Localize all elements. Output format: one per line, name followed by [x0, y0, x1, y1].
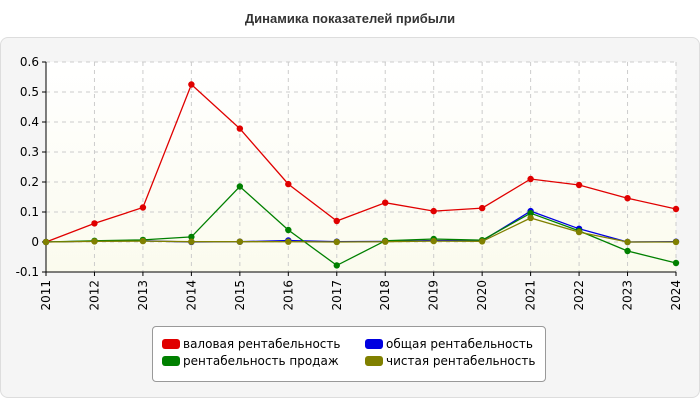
data-point[interactable]: [527, 175, 534, 183]
data-point[interactable]: [236, 183, 244, 190]
legend-swatch-sales: [162, 356, 180, 366]
data-point[interactable]: [188, 238, 195, 245]
data-point[interactable]: [91, 238, 98, 245]
x-tick-label: 2016: [281, 280, 295, 311]
data-point[interactable]: [672, 205, 680, 213]
data-point[interactable]: [236, 238, 244, 245]
data-point[interactable]: [139, 237, 147, 245]
y-tick-label: 0: [31, 235, 39, 249]
legend-item-sales[interactable]: рентабельность продаж: [162, 353, 339, 369]
chart-title: Динамика показателей прибыли: [244, 11, 456, 26]
x-tick-label: 2024: [669, 280, 683, 311]
legend-item-gross[interactable]: валовая рентабельность: [162, 336, 340, 352]
series-line-2: [45, 185, 677, 267]
legend-item-net[interactable]: чистая рентабельность: [365, 353, 535, 369]
data-point[interactable]: [672, 238, 680, 246]
y-tick-label: 0.3: [20, 145, 39, 159]
legend-item-total[interactable]: общая рентабельность: [365, 336, 533, 352]
x-tick-label: 2023: [621, 280, 635, 311]
data-point[interactable]: [333, 262, 340, 269]
data-point[interactable]: [624, 238, 631, 246]
y-tick-label: 0.6: [20, 55, 39, 69]
data-point[interactable]: [139, 204, 147, 211]
x-tick-label: 2020: [475, 280, 489, 311]
data-point[interactable]: [285, 238, 292, 245]
data-point[interactable]: [527, 210, 534, 217]
legend-swatch-gross: [162, 339, 180, 349]
legend-swatch-net: [365, 356, 383, 366]
data-point[interactable]: [285, 180, 292, 188]
legend-label-gross: валовая рентабельность: [183, 337, 341, 351]
x-tick-label: 2011: [39, 280, 53, 311]
data-point[interactable]: [527, 214, 534, 222]
data-point[interactable]: [382, 238, 389, 245]
legend-swatch-total: [365, 339, 383, 349]
data-point[interactable]: [624, 195, 631, 202]
data-point[interactable]: [575, 181, 583, 189]
y-tick-label: -0.1: [16, 265, 39, 279]
x-tick-label: 2018: [378, 280, 392, 311]
x-tick-label: 2021: [524, 280, 538, 311]
series-lines: [42, 81, 680, 269]
data-point[interactable]: [42, 238, 50, 246]
data-point[interactable]: [333, 238, 340, 246]
data-point[interactable]: [478, 238, 486, 245]
data-point[interactable]: [624, 247, 631, 255]
data-point[interactable]: [430, 207, 437, 215]
x-tick-label: 2013: [136, 280, 150, 311]
y-tick-label: 0.2: [20, 175, 39, 189]
data-point[interactable]: [285, 226, 292, 234]
x-tick-label: 2022: [572, 280, 586, 311]
y-tick-label: 0.5: [20, 85, 39, 99]
data-point[interactable]: [430, 237, 437, 245]
data-point[interactable]: [91, 220, 98, 227]
plot-area: [46, 62, 676, 272]
data-point[interactable]: [672, 259, 680, 267]
legend-label-net: чистая рентабельность: [386, 354, 536, 368]
legend-label-total: общая рентабельность: [386, 337, 533, 351]
x-tick-label: 2019: [427, 280, 441, 311]
y-tick-label: 0.1: [20, 205, 39, 219]
data-point[interactable]: [478, 204, 486, 212]
data-point[interactable]: [188, 81, 195, 88]
legend-label-sales: рентабельность продаж: [183, 354, 339, 368]
data-point[interactable]: [236, 125, 244, 132]
x-tick-label: 2012: [87, 280, 101, 311]
data-point[interactable]: [575, 228, 583, 236]
data-point[interactable]: [333, 217, 340, 225]
axes: [42, 61, 677, 276]
x-tick-label: 2014: [184, 280, 198, 311]
y-tick-label: 0.4: [20, 115, 39, 129]
x-tick-label: 2017: [330, 280, 344, 311]
series-line-0: [45, 83, 677, 243]
x-tick-label: 2015: [233, 280, 247, 311]
data-point[interactable]: [382, 199, 389, 206]
data-point[interactable]: [188, 233, 195, 241]
legend: валовая рентабельность общая рентабельно…: [152, 326, 546, 382]
series-line-3: [45, 217, 676, 243]
